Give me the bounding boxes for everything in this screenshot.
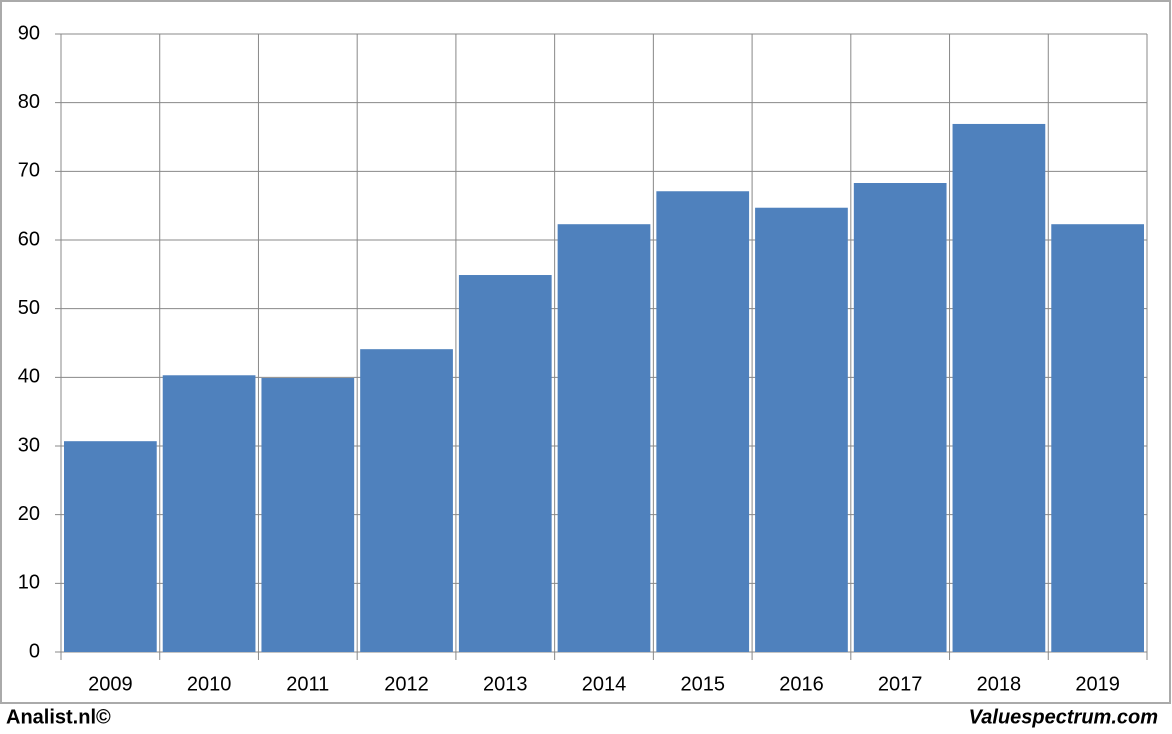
y-tick-label: 70 — [18, 160, 40, 182]
bar — [360, 349, 453, 652]
y-tick-label: 0 — [29, 640, 40, 662]
bar — [557, 224, 651, 652]
y-tick-label: 40 — [18, 366, 40, 388]
bar — [755, 207, 848, 652]
footer-left: Analist.nl© — [6, 706, 111, 728]
bar — [64, 441, 157, 652]
bar — [261, 378, 355, 652]
y-tick-label: 10 — [18, 572, 40, 594]
x-tick-label: 2011 — [286, 673, 329, 695]
x-tick-label: 2016 — [779, 673, 824, 695]
y-tick-label: 20 — [18, 503, 40, 525]
x-tick-label: 2017 — [878, 673, 923, 695]
x-tick-label: 2014 — [582, 673, 627, 695]
bar — [656, 191, 750, 652]
x-tick-label: 2009 — [88, 673, 133, 695]
y-tick-label: 80 — [18, 91, 40, 113]
bar — [853, 183, 947, 653]
x-tick-label: 2018 — [977, 673, 1022, 695]
bar — [458, 275, 552, 652]
bar — [162, 375, 256, 652]
y-tick-label: 30 — [18, 434, 40, 456]
y-tick-label: 60 — [18, 228, 40, 250]
chart-frame — [0, 0, 1171, 704]
x-tick-label: 2013 — [483, 673, 528, 695]
y-tick-label: 90 — [18, 22, 40, 44]
x-tick-label: 2015 — [680, 673, 725, 695]
x-tick-label: 2010 — [187, 673, 232, 695]
x-tick-label: 2012 — [384, 673, 429, 695]
footer-right: Valuespectrum.com — [969, 706, 1158, 728]
bar — [952, 123, 1046, 653]
x-tick-label: 2019 — [1075, 673, 1120, 695]
y-tick-label: 50 — [18, 297, 40, 319]
bar — [1051, 224, 1144, 652]
